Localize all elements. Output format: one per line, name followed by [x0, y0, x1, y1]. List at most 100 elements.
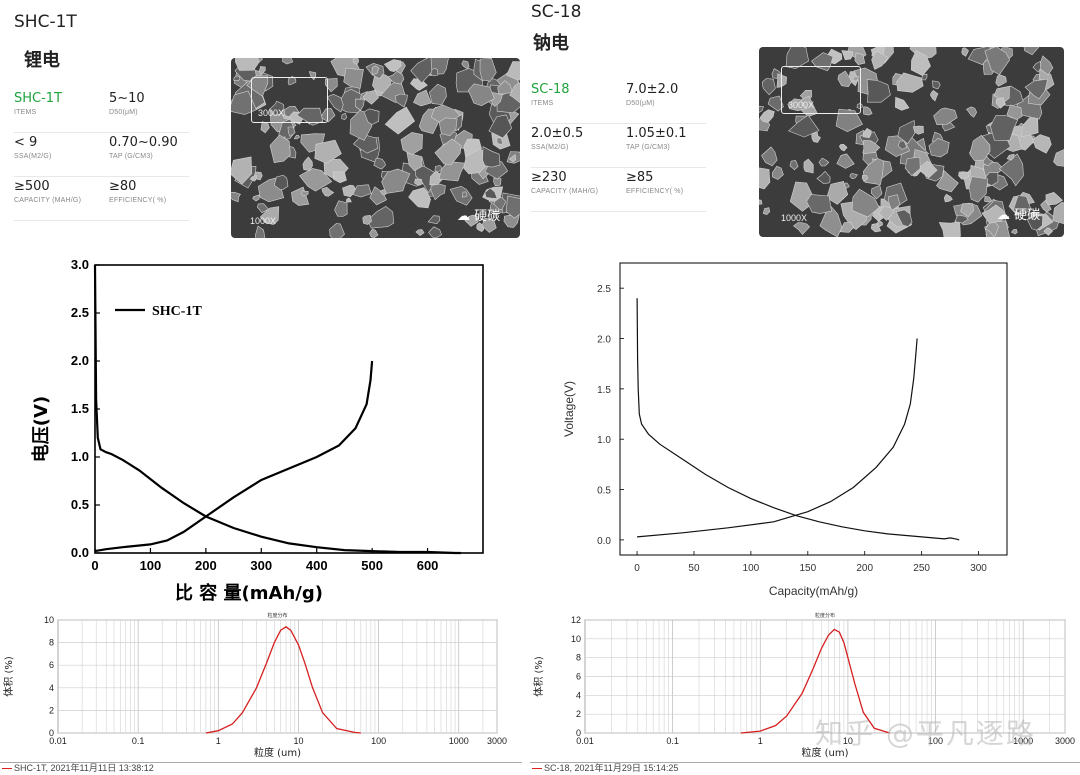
y-tick-label: 1.0: [71, 449, 89, 464]
spec-label: TAP (G/CM3): [109, 153, 153, 160]
chart-title: 粒度分布: [815, 612, 835, 619]
sem-particle: [787, 98, 808, 112]
spec-label: CAPACITY (MAH/G): [14, 197, 82, 204]
sem-particle: [995, 74, 1007, 87]
sem-particle: [367, 206, 395, 229]
psd-curve: [740, 628, 890, 734]
y-tick-label: 2.5: [71, 305, 89, 320]
x-tick-label: 0.01: [49, 736, 67, 746]
sem-particle: [410, 58, 433, 84]
sem-particle: [894, 96, 910, 111]
sem-particle: [293, 134, 301, 140]
sem-particle: [410, 78, 428, 91]
sem-particle: [482, 146, 501, 168]
sem-particle: [387, 71, 405, 85]
sem-particle: [258, 66, 266, 75]
sem-particle: [862, 128, 872, 139]
sem-particle: [912, 125, 924, 135]
sem-particle: [1024, 78, 1049, 100]
x-tick-label: 1000: [449, 736, 469, 746]
sem-particle: [493, 177, 502, 187]
sem-particle: [383, 59, 402, 73]
left-model-title: SHC-1T: [14, 12, 77, 32]
sem-particle: [291, 186, 310, 206]
sem-particle: [467, 83, 495, 107]
sem-watermark-text: 硬碳: [1014, 208, 1041, 223]
x-tick-label: 250: [913, 563, 930, 574]
sem-particle: [362, 90, 379, 105]
sem-particle: [506, 61, 520, 81]
sem-particle: [818, 157, 830, 167]
sem-particle: [896, 72, 924, 93]
sem-particle: [960, 203, 974, 218]
y-tick-label: 2.5: [597, 284, 611, 295]
sem-particle: [928, 138, 950, 158]
sem-particle: [1053, 149, 1064, 167]
spec-cell: SHC-1T ITEMS: [14, 89, 109, 133]
sem-particle: [851, 188, 880, 218]
sem-particle: [488, 114, 513, 139]
sem-particle: [938, 221, 961, 237]
sem-particle: [496, 137, 504, 145]
y-tick-label: 6: [49, 660, 54, 670]
sem-particle: [341, 112, 348, 120]
sem-particle: [1032, 134, 1052, 154]
legend-text: SHC-1T, 2021年11月11日 13:38:12: [14, 763, 154, 773]
spec-value: < 9: [14, 135, 38, 150]
y-tick-label: 0.5: [597, 486, 611, 497]
sem-watermark: ☁ 硬碳: [457, 205, 500, 224]
sem-particle: [428, 226, 442, 238]
x-tick-label: 50: [688, 563, 700, 574]
spec-cell: < 9 SSA(M2/G): [14, 133, 109, 177]
sem-particle: [1006, 104, 1023, 121]
sem-base-label: 1000X: [781, 213, 808, 223]
sem-particle: [352, 184, 372, 198]
spec-value: 7.0±2.0: [626, 82, 679, 97]
x-tick-label: 3000: [487, 736, 507, 746]
sem-particle: [1043, 227, 1054, 236]
sc-psd-legend: SC-18, 2021年11月29日 15:14:25: [530, 762, 1080, 774]
wechat-icon: ☁: [457, 209, 470, 224]
sem-particle: [329, 223, 345, 238]
sem-particle: [958, 171, 970, 180]
sem-particle: [414, 178, 423, 186]
sem-particle: [233, 75, 241, 82]
spec-label: D50(μM): [626, 100, 655, 107]
sem-particle: [449, 185, 473, 206]
sem-particle: [895, 209, 913, 227]
plot-frame: [619, 262, 1008, 556]
right-sem-image: 3000X 1000X ☁ 硬碳: [759, 47, 1064, 237]
sem-particle: [897, 120, 916, 145]
sem-particle: [967, 47, 991, 66]
series-line-charge: [637, 338, 918, 538]
sem-particle: [966, 106, 978, 118]
sem-particle: [759, 167, 771, 190]
sem-particle: [819, 203, 843, 237]
sem-particle: [954, 214, 969, 224]
spec-value: ≥85: [626, 170, 654, 185]
sem-particle: [803, 158, 814, 174]
x-tick-label: 3000: [1055, 736, 1075, 746]
sem-particle: [482, 217, 497, 233]
sem-particle: [811, 131, 821, 143]
sem-particle: [761, 146, 778, 167]
sem-particle: [990, 115, 1019, 141]
sem-particle: [429, 83, 447, 105]
psd-curve: [205, 626, 361, 734]
sem-particle: [841, 50, 854, 61]
x-tick-label: 400: [306, 558, 328, 573]
sem-particle: [961, 47, 969, 57]
sem-particle: [363, 108, 380, 125]
sem-particle: [257, 203, 270, 214]
x-tick-label: 100: [371, 736, 386, 746]
spec-value: 2.0±0.5: [531, 126, 584, 141]
sem-particle: [381, 168, 411, 194]
sem-particle: [816, 170, 831, 184]
x-tick-label: 0.1: [132, 736, 145, 746]
sem-particle: [259, 206, 280, 225]
y-tick-label: 10: [571, 634, 581, 644]
legend-swatch: [532, 768, 542, 770]
sem-particle: [352, 58, 359, 66]
y-tick-label: 0: [49, 728, 54, 738]
